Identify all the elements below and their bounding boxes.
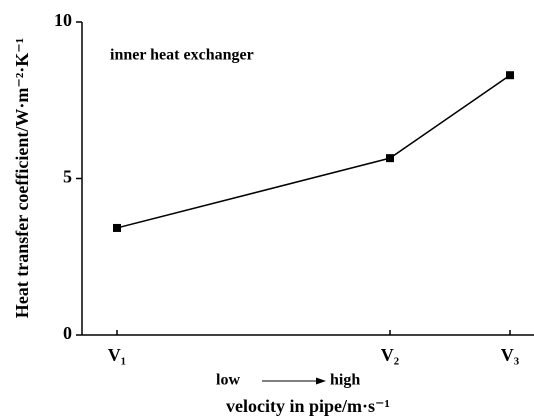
y-tick-label: 5 [63, 167, 72, 187]
y-tick-label: 0 [63, 323, 72, 343]
x-tick-label: V₃ [501, 345, 520, 365]
marker [506, 71, 514, 80]
x-tick-label: V₁ [108, 345, 126, 365]
line [116, 74, 511, 229]
marker [386, 154, 394, 163]
annotation: high [330, 372, 360, 389]
x-tick-label: V₂ [381, 345, 399, 365]
annotation: low [216, 372, 240, 389]
arrow-head [316, 377, 326, 385]
marker [113, 223, 121, 232]
annotation: inner heat exchanger [110, 47, 254, 64]
x-axis-label: velocity in pipe/m·s⁻¹ [226, 396, 390, 416]
y-axis-label: Heat transfer coefficient/W·m⁻²·K⁻¹ [12, 38, 32, 318]
y-tick-label: 10 [54, 10, 72, 30]
